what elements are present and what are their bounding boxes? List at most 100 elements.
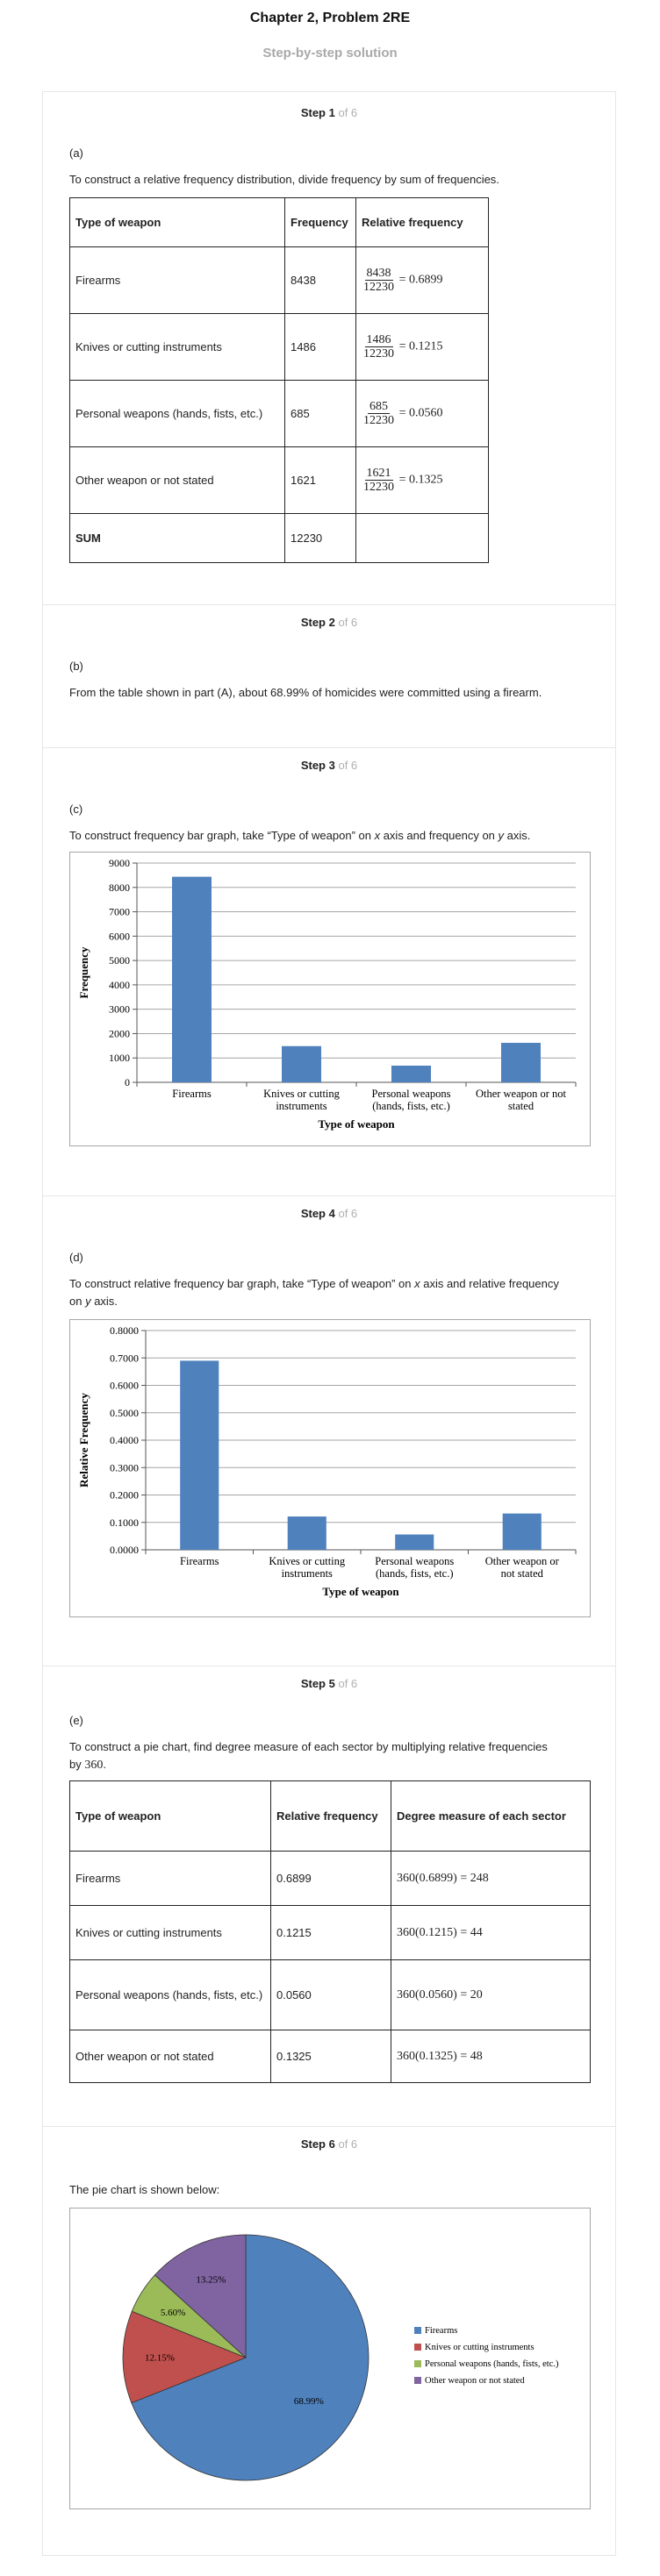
- step-label: Step 2: [300, 616, 335, 629]
- table-header-row: Type of weapon Frequency Relative freque…: [69, 197, 489, 247]
- table-row: Firearms 8438 8438 12230 = 0.6899: [69, 246, 489, 314]
- cell-relative-frequency: 685 12230 = 0.0560: [355, 380, 489, 447]
- x-tick-label: (hands, fists, etc.): [372, 1100, 450, 1112]
- x-tick-label: Firearms: [172, 1088, 212, 1100]
- table-sum-row: SUM 12230: [69, 513, 489, 563]
- table-row: Personal weapons (hands, fists, etc.) 0.…: [69, 1959, 591, 2030]
- cell-empty: [355, 513, 489, 563]
- table-row: Knives or cutting instruments 0.1215 360…: [69, 1905, 591, 1960]
- step-4-heading: Step 4 of 6: [43, 1207, 615, 1220]
- x-tick-label: Other weapon or not: [476, 1088, 567, 1100]
- result: = 0.0560: [398, 406, 443, 420]
- x-tick-label: Knives or cutting: [269, 1555, 346, 1567]
- x-tick-label: instruments: [282, 1567, 333, 1580]
- step-6-text: The pie chart is shown below:: [69, 2183, 220, 2196]
- cell-frequency: 8438: [284, 246, 356, 314]
- fraction: 8438 12230: [362, 267, 396, 294]
- y-tick-label: 2000: [109, 1027, 130, 1039]
- cell-degree: 360(0.0560) = 20: [391, 1959, 591, 2030]
- step-2-heading: Step 2 of 6: [43, 616, 615, 629]
- cell-type: Firearms: [69, 246, 285, 314]
- table-row: Other weapon or not stated 0.1325 360(0.…: [69, 2030, 591, 2083]
- part-label-b: (b): [69, 660, 83, 673]
- cell-relative-frequency: 0.6899: [270, 1851, 391, 1906]
- result: = 0.6899: [398, 273, 443, 287]
- pie-data-label: 68.99%: [294, 2396, 324, 2407]
- multiplier: 360: [84, 1759, 104, 1772]
- cell-type: Personal weapons (hands, fists, etc.): [69, 1959, 271, 2030]
- numerator: 8438: [364, 267, 393, 281]
- cell-relative-frequency: 8438 12230 = 0.6899: [355, 246, 489, 314]
- bar: [502, 1513, 542, 1550]
- cell-relative-frequency: 0.1215: [270, 1905, 391, 1960]
- table-header-row: Type of weapon Relative frequency Degree…: [69, 1780, 591, 1852]
- legend-swatch: [414, 2377, 421, 2384]
- step-count: of 6: [338, 759, 358, 772]
- step-4-card: Step 4 of 6 (d) To construct relative fr…: [42, 1195, 616, 1666]
- step-5-heading: Step 5 of 6: [43, 1677, 615, 1690]
- y-tick-label: 0.4000: [110, 1434, 139, 1446]
- y-tick-label: 5000: [109, 954, 130, 967]
- fraction: 685 12230: [362, 400, 396, 427]
- bar: [180, 1360, 219, 1550]
- y-tick-label: 0.0000: [110, 1544, 139, 1556]
- x-variable: x: [414, 1277, 420, 1290]
- y-tick-label: 1000: [109, 1052, 130, 1064]
- header-type: Type of weapon: [69, 197, 285, 247]
- cell-relative-frequency: 1621 12230 = 0.1325: [355, 446, 489, 514]
- text-segment: axis.: [90, 1295, 118, 1308]
- cell-type: Knives or cutting instruments: [69, 313, 285, 381]
- header-degree-measure: Degree measure of each sector: [391, 1780, 591, 1852]
- step-1-text: To construct a relative frequency distri…: [69, 173, 499, 186]
- page-subtitle: Step-by-step solution: [262, 46, 398, 61]
- cell-sum-value: 12230: [284, 513, 356, 563]
- part-label-d: (d): [69, 1251, 83, 1264]
- step-label: Step 6: [300, 2137, 335, 2151]
- x-tick-label: Personal weapons: [375, 1555, 454, 1567]
- part-label-a: (a): [69, 146, 83, 160]
- legend-swatch: [414, 2344, 421, 2351]
- step-count: of 6: [338, 1207, 358, 1220]
- cell-relative-frequency: 0.0560: [270, 1959, 391, 2030]
- y-tick-label: 9000: [109, 857, 130, 869]
- y-tick-label: 0.5000: [110, 1407, 139, 1419]
- pie-chart: 68.99% 12.15% 5.60% 13.25% Firearms Knives or…: [69, 2208, 591, 2509]
- y-tick-label: 0: [125, 1076, 130, 1088]
- step-count: of 6: [338, 616, 358, 629]
- legend-label: Other weapon or not stated: [425, 2376, 525, 2386]
- x-tick-label: stated: [508, 1100, 534, 1112]
- x-tick-label: instruments: [276, 1100, 326, 1112]
- step-count: of 6: [338, 1677, 358, 1690]
- y-tick-label: 4000: [109, 979, 130, 991]
- y-tick-label: 8000: [109, 881, 130, 894]
- legend-swatch: [414, 2360, 421, 2367]
- frequency-bar-chart: 0 1000 2000 3000 4000 5000 6000 7000 8000 9000 Fir…: [69, 852, 591, 1146]
- cell-degree: 360(0.1325) = 48: [391, 2030, 591, 2083]
- cell-type: Personal weapons (hands, fists, etc.): [69, 380, 285, 447]
- bar: [287, 1516, 326, 1550]
- cell-degree: 360(0.6899) = 248: [391, 1851, 591, 1906]
- page-title: Chapter 2, Problem 2RE: [249, 11, 411, 25]
- step-label: Step 4: [300, 1207, 335, 1220]
- text-segment: To construct a pie chart, find degree me…: [69, 1740, 548, 1771]
- relative-frequency-table: Type of weapon Frequency Relative freque…: [69, 197, 489, 563]
- pie-data-label: 13.25%: [196, 2274, 226, 2285]
- x-tick-label: Firearms: [180, 1555, 219, 1567]
- legend-label: Personal weapons (hands, fists, etc.): [425, 2359, 559, 2369]
- pie-slice: [122, 2310, 248, 2404]
- step-4-text: To construct relative frequency bar grap…: [69, 1275, 561, 1310]
- bar: [172, 876, 212, 1082]
- pie-slice: [131, 2234, 369, 2481]
- y-axis-label: Frequency: [77, 946, 90, 998]
- step-count: of 6: [338, 106, 358, 119]
- x-axis-label: Type of weapon: [322, 1585, 399, 1598]
- bar: [282, 1045, 321, 1082]
- denominator: 12230: [363, 347, 394, 360]
- header-frequency: Frequency: [284, 197, 356, 247]
- part-label-e: (e): [69, 1714, 83, 1727]
- step-count: of 6: [338, 2137, 358, 2151]
- step-3-card: Step 3 of 6 (c) To construct frequency b…: [42, 747, 616, 1196]
- table-row: Personal weapons (hands, fists, etc.) 68…: [69, 380, 489, 447]
- y-tick-label: 7000: [109, 906, 130, 918]
- x-variable: x: [374, 829, 381, 842]
